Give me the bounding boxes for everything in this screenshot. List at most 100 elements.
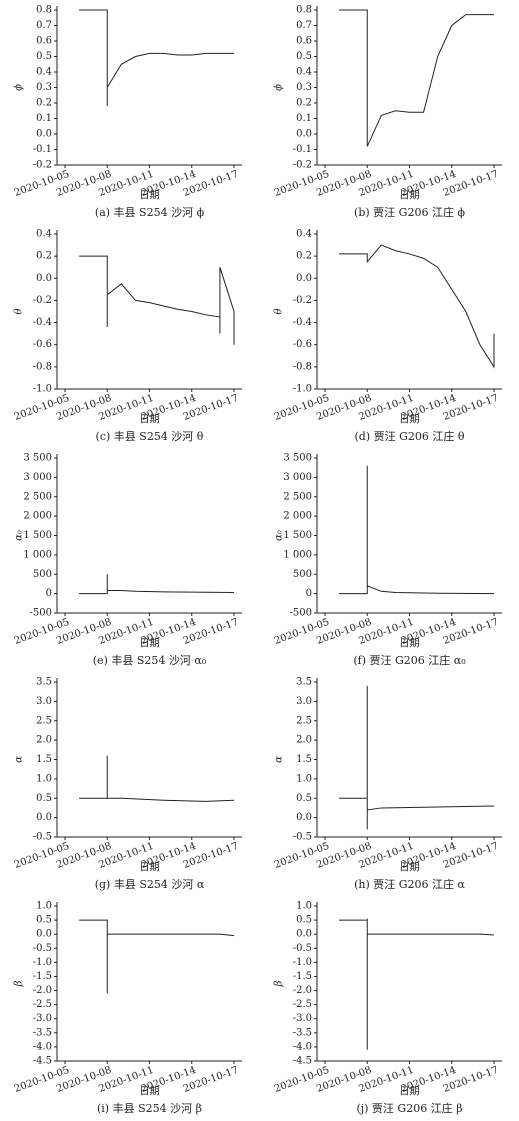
data-line <box>339 685 495 830</box>
y-tick-label: -500 <box>30 608 52 619</box>
y-tick-label: 0.2 <box>36 98 52 109</box>
y-tick-label: -0.8 <box>33 361 52 372</box>
y-tick-label: -2.0 <box>33 985 52 996</box>
y-tick-label: 3.0 <box>36 696 52 707</box>
y-tick-label: 0 <box>46 588 52 599</box>
y-axis-label: θ <box>274 308 285 314</box>
y-tick-label: 3 500 <box>283 453 312 464</box>
y-tick-label: 0.6 <box>296 36 312 47</box>
y-tick-label: 0.5 <box>36 793 52 804</box>
y-tick-label: 500 <box>33 569 52 580</box>
data-line <box>79 919 235 994</box>
y-tick-label: 1.0 <box>36 773 52 784</box>
y-tick-label: -0.5 <box>33 943 52 954</box>
y-tick-label: 0.2 <box>296 98 312 109</box>
y-tick-label: 3.0 <box>296 696 312 707</box>
y-tick-label: 0.0 <box>36 273 52 284</box>
y-tick-label: 3.5 <box>36 677 52 688</box>
y-tick-label: 1.0 <box>296 901 312 912</box>
y-tick-label: -0.1 <box>33 144 52 155</box>
x-axis-label: 日期 <box>400 1086 420 1098</box>
y-tick-label: 0.3 <box>296 82 312 93</box>
y-tick-label: -2.5 <box>33 999 52 1010</box>
panel-caption: (a) 丰县 S254 沙河 ϕ <box>95 206 205 219</box>
y-tick-label: 0.2 <box>36 251 52 262</box>
y-tick-label: 1.5 <box>296 754 312 765</box>
y-tick-label: 0.6 <box>36 36 52 47</box>
panel-caption: (b) 贾汪 G206 江庄 ϕ <box>354 205 465 219</box>
y-tick-label: 0.0 <box>36 812 52 823</box>
y-tick-label: -500 <box>290 608 312 619</box>
y-axis-label: ϕ <box>14 84 25 91</box>
x-axis-label: 日期 <box>400 190 420 202</box>
y-tick-label: 1.0 <box>36 901 52 912</box>
y-tick-label: 0.5 <box>36 51 52 62</box>
y-tick-label: 0.7 <box>296 20 312 31</box>
y-tick-label: 1 500 <box>23 530 52 541</box>
y-tick-label: -0.1 <box>293 144 312 155</box>
panel-caption: (i) 丰县 S254 沙河 β <box>97 1102 202 1115</box>
y-tick-label: 0.8 <box>296 5 312 16</box>
x-axis-label: 日期 <box>400 638 420 650</box>
data-line <box>79 755 235 802</box>
y-tick-label: -0.2 <box>293 295 312 306</box>
y-tick-label: -4.0 <box>33 1041 52 1052</box>
y-tick-label: 2 500 <box>283 491 312 502</box>
panel-caption: (g) 丰县 S254 沙河 α <box>95 878 205 891</box>
y-tick-label: -0.8 <box>293 361 312 372</box>
y-tick-label: 2 000 <box>283 511 312 522</box>
y-axis-label: α <box>14 756 25 763</box>
y-tick-label: 3 000 <box>23 472 52 483</box>
y-tick-label: -2.5 <box>293 999 312 1010</box>
x-axis-label: 日期 <box>400 414 420 426</box>
x-axis-label: 日期 <box>140 862 160 874</box>
y-tick-label: -0.2 <box>293 160 312 171</box>
y-tick-label: -0.6 <box>293 339 312 350</box>
y-tick-label: -3.0 <box>33 1013 52 1024</box>
y-tick-label: 0.4 <box>36 67 52 78</box>
y-tick-label: -0.2 <box>33 295 52 306</box>
y-tick-label: 3 000 <box>283 472 312 483</box>
y-tick-label: -0.5 <box>293 832 312 843</box>
y-tick-label: 0.7 <box>36 20 52 31</box>
y-tick-label: -0.2 <box>33 160 52 171</box>
panel-caption: (e) 丰县 S254 沙河 α₀ <box>93 654 207 667</box>
y-tick-label: -4.0 <box>293 1041 312 1052</box>
data-line <box>339 918 495 1050</box>
data-line <box>339 465 495 595</box>
y-tick-label: 1.5 <box>36 754 52 765</box>
y-axis-label: θ <box>14 308 25 314</box>
y-tick-label: -1.5 <box>33 971 52 982</box>
y-tick-label: -0.4 <box>33 317 52 328</box>
y-tick-label: 500 <box>293 569 312 580</box>
y-tick-label: -0.5 <box>33 832 52 843</box>
y-tick-label: -0.6 <box>33 339 52 350</box>
y-tick-label: 0.8 <box>36 5 52 16</box>
y-tick-label: 0.0 <box>296 129 312 140</box>
y-axis-label: α₀ <box>274 530 285 541</box>
x-axis-label: 日期 <box>140 1086 160 1098</box>
y-tick-label: -3.5 <box>293 1027 312 1038</box>
y-tick-label: 0.0 <box>296 929 312 940</box>
panel-caption: (f) 贾汪 G206 江庄 α₀ <box>353 653 466 667</box>
y-tick-label: 0.3 <box>36 82 52 93</box>
data-line <box>79 574 235 595</box>
x-axis-label: 日期 <box>140 414 160 426</box>
y-tick-label: -3.0 <box>293 1013 312 1024</box>
panel-caption: (d) 贾汪 G206 江庄 θ <box>354 429 464 443</box>
panel-caption: (h) 贾汪 G206 江庄 α <box>354 877 465 891</box>
y-tick-label: 0.0 <box>36 129 52 140</box>
y-axis-label: α₀ <box>14 530 25 541</box>
y-tick-label: 0.5 <box>296 51 312 62</box>
y-tick-label: 3.5 <box>296 677 312 688</box>
y-tick-label: 2 500 <box>23 491 52 502</box>
data-line <box>79 255 235 345</box>
y-tick-label: 0.2 <box>296 251 312 262</box>
y-tick-label: -0.4 <box>293 317 312 328</box>
data-line <box>79 9 234 107</box>
data-line <box>339 9 494 147</box>
y-tick-label: 0.1 <box>36 113 52 124</box>
y-tick-label: 0 <box>306 588 312 599</box>
